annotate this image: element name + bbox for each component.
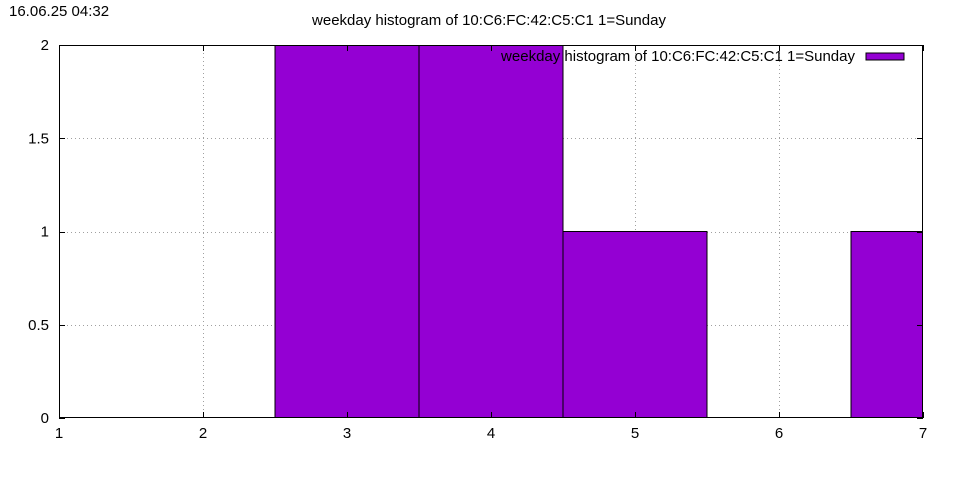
y-tick-label: 1.5	[28, 130, 49, 147]
chart-title: weekday histogram of 10:C6:FC:42:C5:C1 1…	[312, 12, 666, 29]
axis-ticks	[59, 45, 924, 419]
x-tick-label: 5	[631, 425, 639, 442]
y-tick-label: 1	[41, 224, 49, 241]
bars	[274, 45, 923, 418]
x-tick-label: 6	[775, 425, 783, 442]
histogram-bar	[418, 45, 564, 418]
y-tick-label: 0	[41, 410, 49, 427]
x-tick-label: 2	[199, 425, 207, 442]
y-tick-label: 0.5	[28, 317, 49, 334]
histogram-bar	[562, 231, 708, 418]
timestamp-label: 16.06.25 04:32	[9, 3, 110, 20]
x-tick-label: 3	[343, 425, 351, 442]
y-tick-label: 2	[41, 37, 49, 54]
x-tick-label: 4	[487, 425, 495, 442]
legend-swatch	[865, 52, 905, 61]
legend-label: weekday histogram of 10:C6:FC:42:C5:C1 1…	[500, 48, 855, 65]
histogram-bar	[850, 231, 923, 418]
legend: weekday histogram of 10:C6:FC:42:C5:C1 1…	[500, 48, 905, 65]
histogram-bar	[274, 45, 420, 418]
x-tick-label: 7	[919, 425, 927, 442]
x-tick-label: 1	[55, 425, 63, 442]
